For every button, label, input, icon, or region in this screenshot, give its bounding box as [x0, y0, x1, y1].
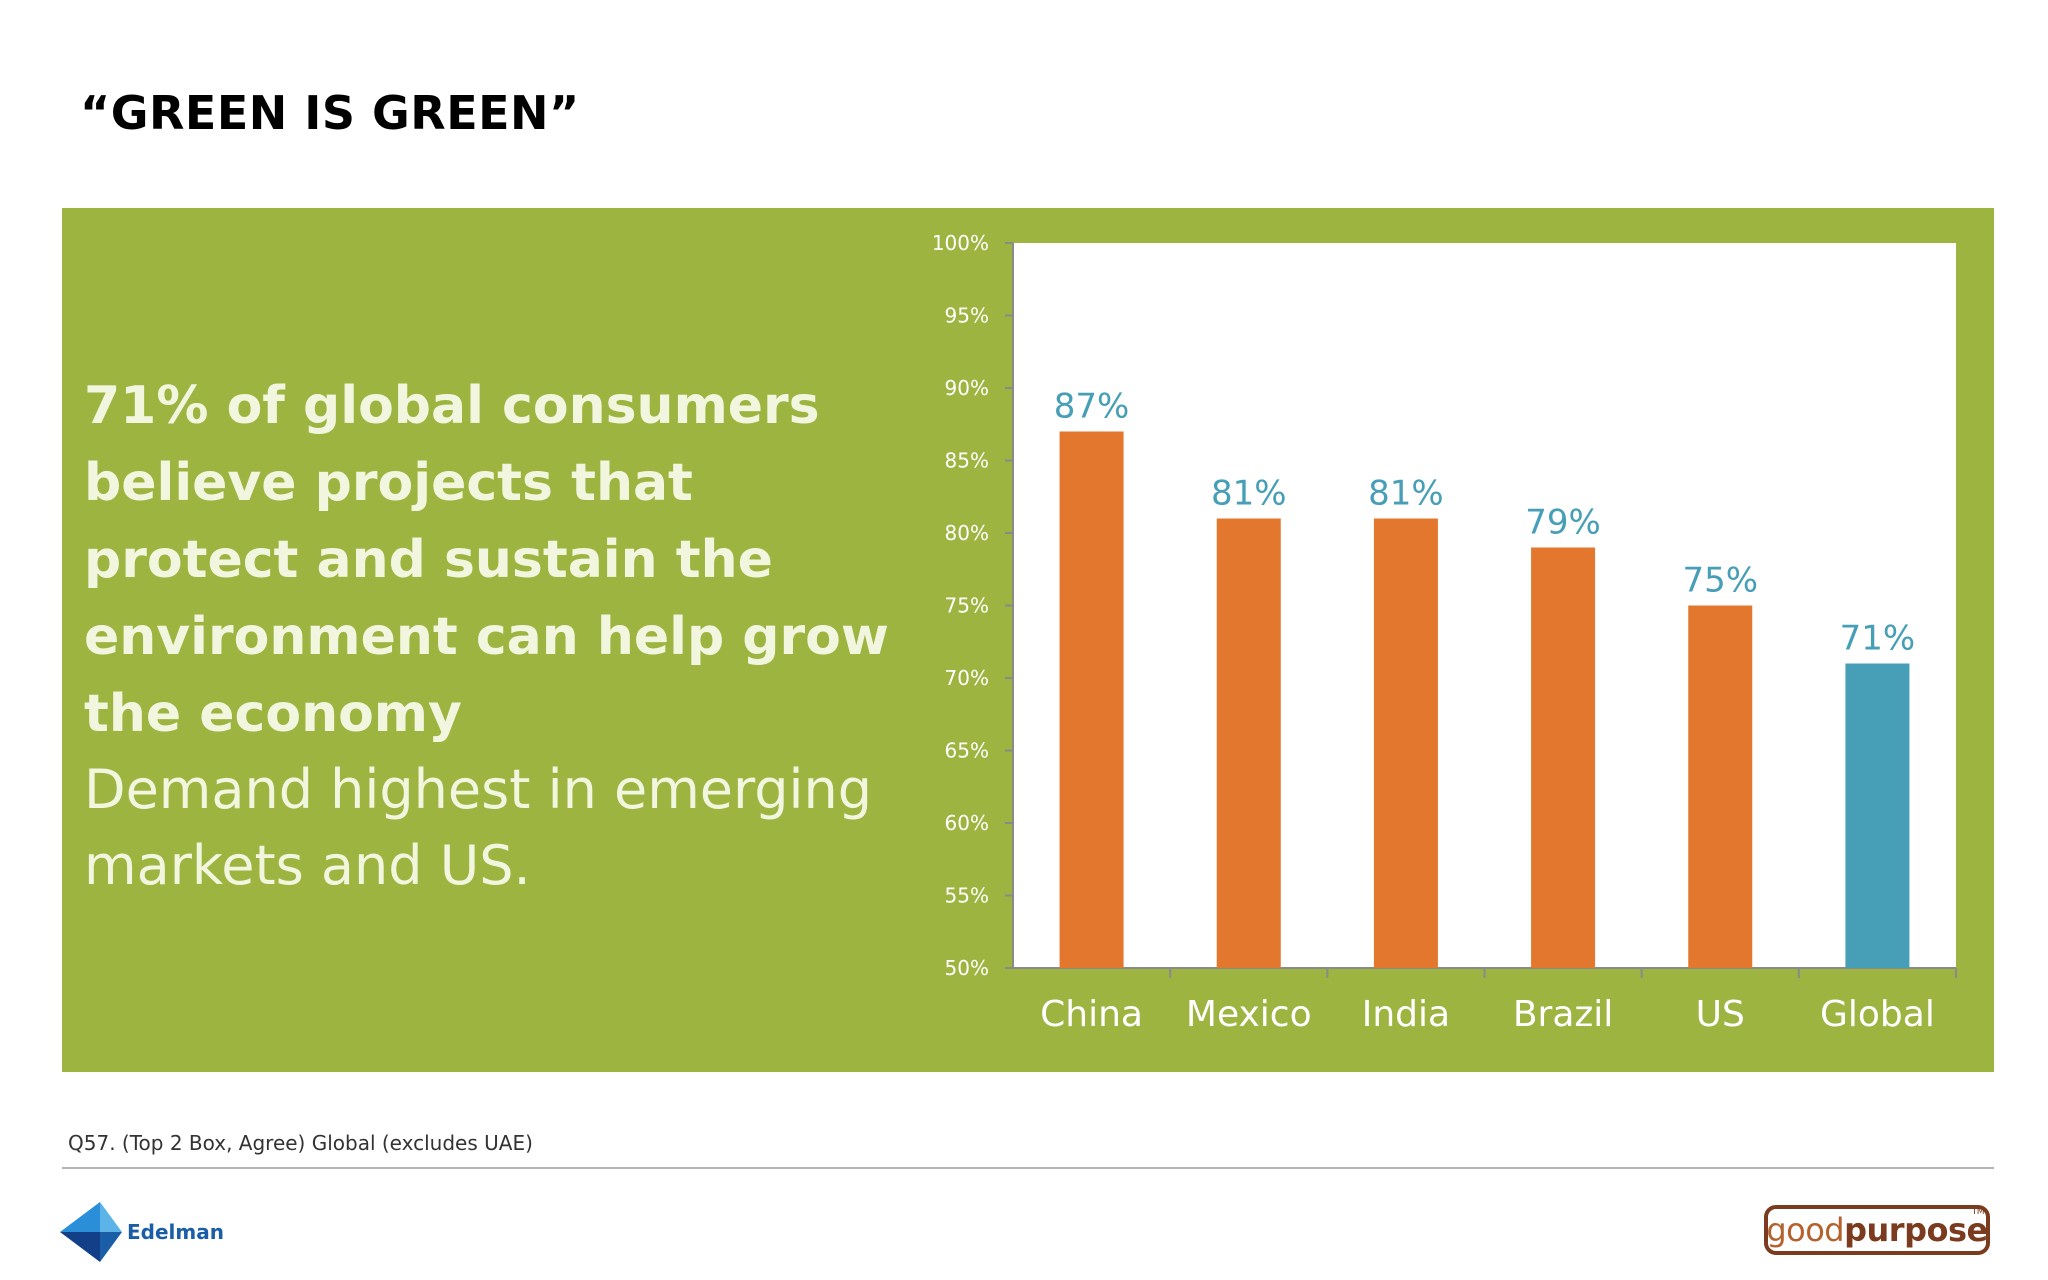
headline-text: 71% of global consumers believe projects…: [84, 376, 889, 744]
goodpurpose-logo-tm: TM: [1971, 1207, 1985, 1217]
subline-text: Demand highest in emerging markets and U…: [84, 758, 873, 897]
plot-area: [1013, 243, 1956, 968]
x-tick-label: US: [1696, 994, 1745, 1035]
goodpurpose-logo-purpose: purpose: [1844, 1211, 1988, 1249]
slide-title: “GREEN IS GREEN”: [80, 86, 580, 140]
x-tick-label: Brazil: [1513, 994, 1613, 1035]
data-label: 71%: [1840, 619, 1916, 659]
x-tick-label: India: [1362, 994, 1450, 1035]
bar-us: [1688, 605, 1753, 968]
bar-brazil: [1531, 547, 1596, 968]
y-tick-label: 60%: [945, 811, 989, 835]
data-label: 81%: [1368, 474, 1444, 514]
bar-china: [1059, 431, 1124, 968]
data-label: 75%: [1682, 561, 1758, 601]
y-tick-label: 50%: [945, 956, 989, 980]
y-tick-label: 90%: [945, 376, 989, 400]
divider-line: [62, 1167, 1994, 1169]
goodpurpose-logo-good: good: [1766, 1211, 1845, 1249]
bar-india: [1373, 518, 1438, 968]
y-tick-label: 80%: [945, 521, 989, 545]
edelman-logo-text: Edelman: [127, 1220, 224, 1244]
y-tick-label: 65%: [945, 739, 989, 763]
goodpurpose-logo: good purpose TM: [1764, 1205, 1990, 1255]
y-tick-label: 70%: [945, 666, 989, 690]
footnote: Q57. (Top 2 Box, Agree) Global (excludes…: [68, 1131, 533, 1155]
edelman-logo-icon: [60, 1202, 122, 1262]
y-tick-label: 55%: [945, 884, 989, 908]
y-tick-label: 75%: [945, 594, 989, 618]
data-label: 87%: [1054, 387, 1130, 427]
x-tick-label: Global: [1820, 994, 1935, 1035]
x-tick-label: Mexico: [1186, 994, 1312, 1035]
data-label: 79%: [1525, 503, 1601, 543]
bar-global: [1845, 663, 1910, 968]
y-tick-label: 85%: [945, 449, 989, 473]
y-tick-label: 100%: [932, 231, 989, 255]
x-tick-label: China: [1040, 994, 1143, 1035]
data-label: 81%: [1211, 474, 1287, 514]
bar-mexico: [1216, 518, 1281, 968]
y-tick-label: 95%: [945, 304, 989, 328]
